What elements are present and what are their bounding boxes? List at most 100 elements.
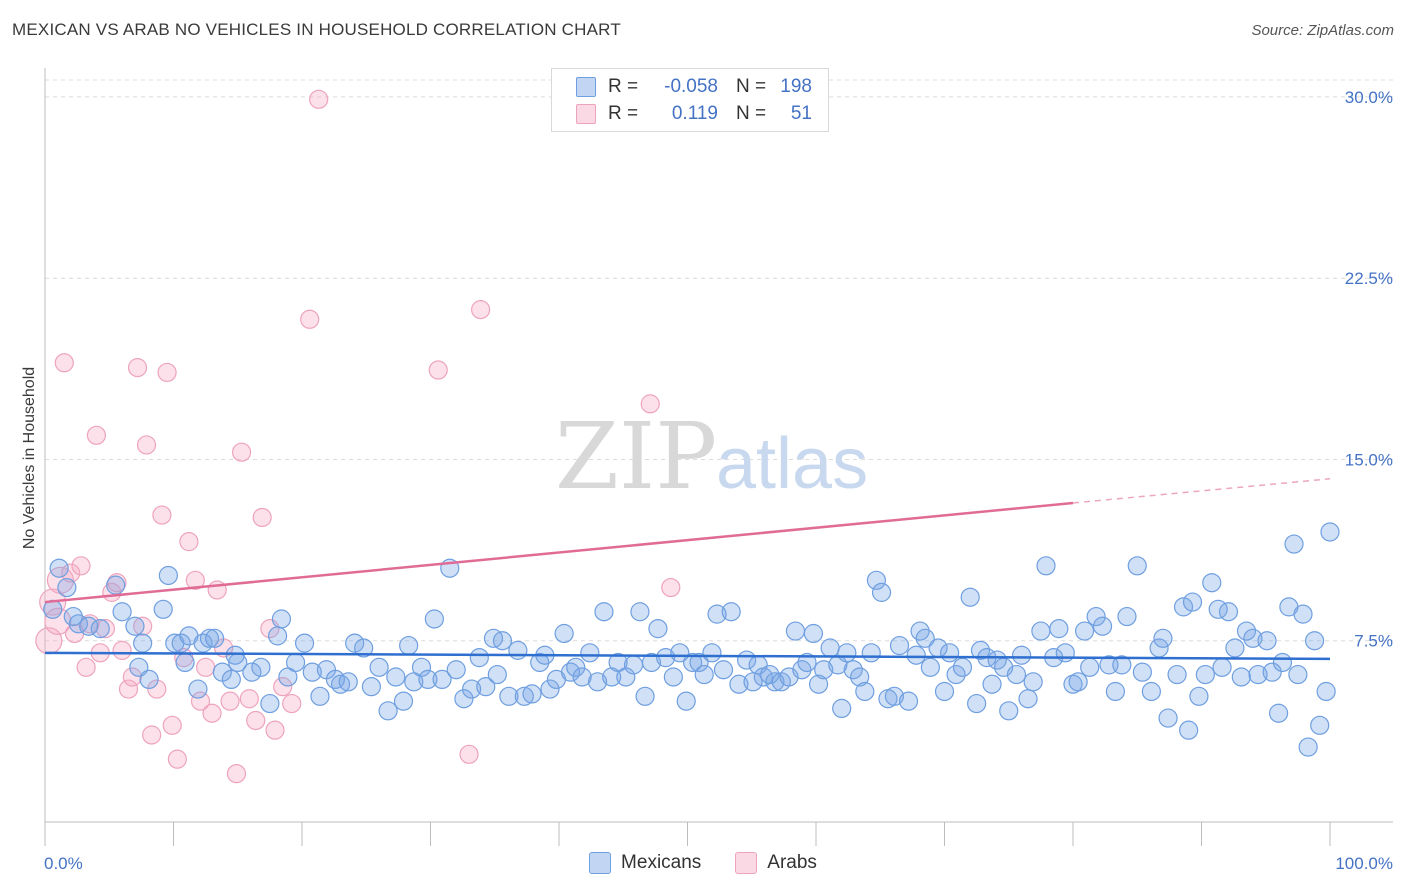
n-label: N = xyxy=(736,76,767,97)
r-value: -0.058 xyxy=(664,76,718,97)
legend-item-mexicans: Mexicans xyxy=(589,852,701,874)
data-point xyxy=(522,684,542,704)
data-point xyxy=(967,693,987,714)
data-point xyxy=(76,657,96,677)
mexicans-swatch xyxy=(576,77,596,97)
data-point xyxy=(566,657,586,677)
data-point xyxy=(1202,573,1222,593)
data-point xyxy=(246,710,266,731)
r-value: 0.119 xyxy=(671,103,718,124)
data-point xyxy=(330,674,351,694)
data-point xyxy=(1006,664,1027,685)
data-point xyxy=(57,577,77,598)
data-point xyxy=(454,689,474,709)
data-point xyxy=(282,693,302,714)
data-point xyxy=(1036,556,1056,576)
data-point xyxy=(232,442,252,462)
data-point xyxy=(167,749,187,769)
data-point xyxy=(982,674,1002,694)
data-point xyxy=(179,532,199,552)
data-point xyxy=(1105,681,1126,702)
data-point xyxy=(635,686,655,706)
data-point xyxy=(837,643,857,663)
data-point xyxy=(934,681,955,702)
tick-labels: 7.5% 15.0% 22.5% 30.0% 0.0% 100.0% xyxy=(44,88,1393,873)
data-point xyxy=(199,628,220,648)
chart-title: MEXICAN VS ARAB NO VEHICLES IN HOUSEHOLD… xyxy=(12,20,621,39)
trend-lines xyxy=(44,478,1331,661)
data-point xyxy=(1212,657,1232,677)
data-point xyxy=(1262,662,1282,682)
data-point xyxy=(1055,643,1075,663)
axes xyxy=(44,68,1393,846)
data-point xyxy=(820,638,840,658)
data-point xyxy=(139,669,159,690)
data-point xyxy=(999,701,1019,721)
data-point xyxy=(205,628,225,648)
data-point xyxy=(1117,606,1137,627)
data-point xyxy=(54,353,74,373)
data-point xyxy=(855,681,875,702)
data-point xyxy=(1092,616,1113,636)
data-point xyxy=(424,609,444,629)
data-point xyxy=(152,505,172,525)
data-point xyxy=(670,643,690,663)
n-value: 51 xyxy=(790,103,812,124)
data-point xyxy=(1158,708,1178,728)
data-point xyxy=(676,691,696,711)
legend-row-arabs: R = 0.119 N = 51 xyxy=(576,102,812,126)
data-point xyxy=(1195,664,1215,685)
data-point xyxy=(369,657,389,677)
data-point xyxy=(133,616,153,636)
data-point xyxy=(1268,703,1289,723)
data-point xyxy=(1272,652,1293,673)
data-point xyxy=(487,664,507,685)
data-point xyxy=(1141,681,1161,702)
n-label: N = xyxy=(736,103,767,124)
data-point xyxy=(300,309,320,329)
n-value: 198 xyxy=(780,76,812,97)
data-point xyxy=(202,703,222,723)
data-point xyxy=(641,652,662,673)
data-point xyxy=(508,640,528,660)
data-point xyxy=(1153,628,1173,648)
data-point xyxy=(1182,592,1203,612)
data-point xyxy=(970,640,991,660)
data-point xyxy=(1068,672,1088,692)
data-point xyxy=(1248,664,1268,685)
data-point xyxy=(171,633,191,653)
data-point xyxy=(147,679,167,699)
data-point xyxy=(345,633,365,653)
data-point xyxy=(514,686,534,706)
data-point xyxy=(361,677,381,697)
data-point xyxy=(221,669,241,690)
data-point xyxy=(1063,674,1083,694)
data-point xyxy=(188,679,208,699)
mexicans-points xyxy=(43,522,1340,757)
data-point xyxy=(386,667,406,687)
data-point xyxy=(285,652,306,673)
data-point xyxy=(1132,662,1152,682)
r-label: R = xyxy=(608,103,639,124)
arabs-trend-line xyxy=(44,501,1074,604)
data-point xyxy=(1049,619,1069,639)
y-tick-label: 15.0% xyxy=(1345,450,1393,469)
data-point xyxy=(239,689,259,709)
data-point xyxy=(61,563,81,583)
data-point xyxy=(220,691,240,711)
data-point xyxy=(832,698,852,719)
data-point xyxy=(729,674,749,694)
data-point xyxy=(265,720,285,740)
data-point xyxy=(1231,667,1251,687)
data-point xyxy=(1086,606,1106,627)
data-point xyxy=(898,691,919,711)
data-point xyxy=(86,425,107,445)
data-point xyxy=(1257,631,1277,651)
data-point xyxy=(225,645,245,665)
legend-label-mexicans: Mexicans xyxy=(621,852,702,873)
data-point xyxy=(960,587,980,607)
mexicans-trend-line xyxy=(44,651,1331,661)
data-point xyxy=(1284,534,1304,554)
data-point xyxy=(95,619,115,639)
data-point xyxy=(1243,628,1263,648)
